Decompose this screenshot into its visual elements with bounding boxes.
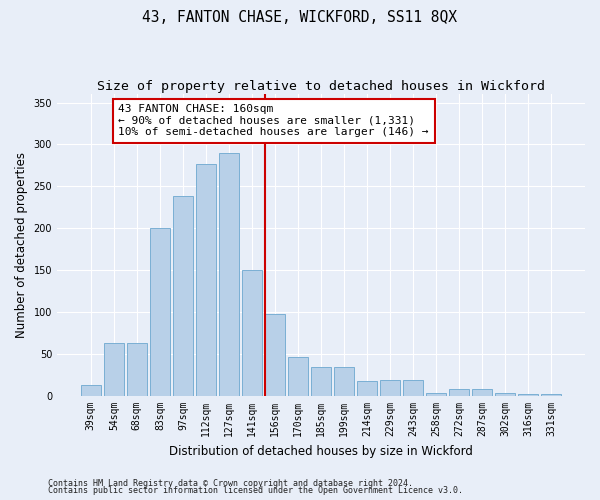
Bar: [518, 394, 538, 396]
Bar: [150, 228, 170, 396]
Bar: [357, 381, 377, 396]
Text: 43, FANTON CHASE, WICKFORD, SS11 8QX: 43, FANTON CHASE, WICKFORD, SS11 8QX: [143, 10, 458, 25]
Bar: [311, 366, 331, 396]
Bar: [334, 366, 354, 396]
Bar: [541, 394, 561, 396]
Bar: [380, 380, 400, 396]
Y-axis label: Number of detached properties: Number of detached properties: [15, 152, 28, 338]
Title: Size of property relative to detached houses in Wickford: Size of property relative to detached ho…: [97, 80, 545, 93]
Bar: [472, 388, 492, 396]
Bar: [496, 392, 515, 396]
Bar: [403, 380, 423, 396]
Bar: [427, 392, 446, 396]
Bar: [81, 385, 101, 396]
Text: Contains HM Land Registry data © Crown copyright and database right 2024.: Contains HM Land Registry data © Crown c…: [48, 478, 413, 488]
Bar: [173, 196, 193, 396]
Bar: [288, 356, 308, 396]
Bar: [127, 343, 146, 396]
Bar: [196, 164, 216, 396]
Bar: [265, 314, 285, 396]
Bar: [104, 343, 124, 396]
Text: 43 FANTON CHASE: 160sqm
← 90% of detached houses are smaller (1,331)
10% of semi: 43 FANTON CHASE: 160sqm ← 90% of detache…: [118, 104, 429, 138]
X-axis label: Distribution of detached houses by size in Wickford: Distribution of detached houses by size …: [169, 444, 473, 458]
Text: Contains public sector information licensed under the Open Government Licence v3: Contains public sector information licen…: [48, 486, 463, 495]
Bar: [242, 270, 262, 396]
Bar: [219, 153, 239, 396]
Bar: [449, 388, 469, 396]
